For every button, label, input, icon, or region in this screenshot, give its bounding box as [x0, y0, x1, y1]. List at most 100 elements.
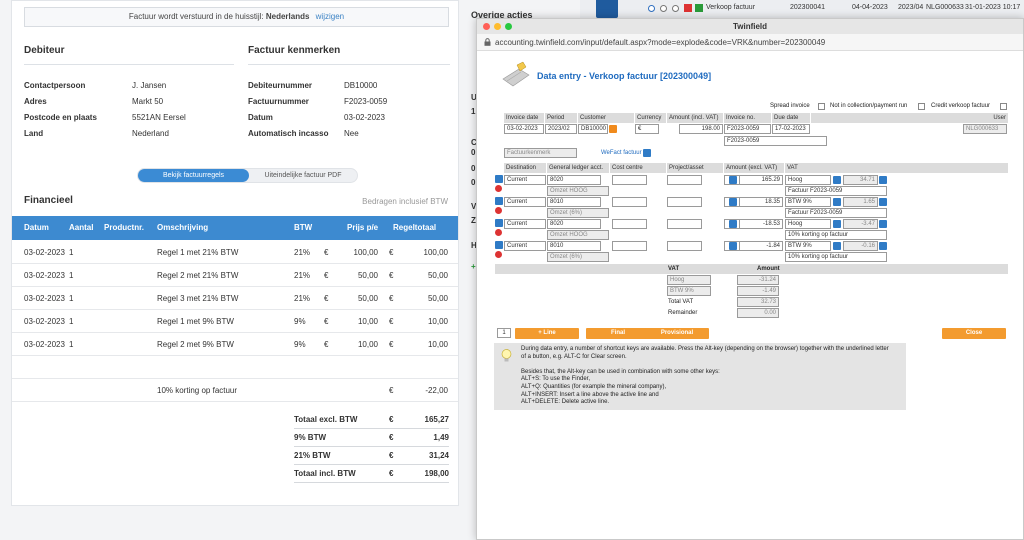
destination-select[interactable]: Current	[504, 197, 546, 207]
gl-account-desc: Omzet HOOG	[547, 186, 609, 196]
total-row: 21% BTW €31,24	[294, 447, 449, 465]
destination-select[interactable]: Current	[504, 241, 546, 251]
vat-edit-icon[interactable]	[879, 176, 887, 184]
vat-lookup-icon[interactable]	[833, 198, 841, 206]
gl-account-input[interactable]: 8020	[547, 175, 601, 185]
amount-calc-icon[interactable]	[729, 198, 737, 206]
vat-lookup-icon[interactable]	[833, 176, 841, 184]
row-aantal: 1	[69, 317, 74, 326]
row-aantal: 1	[69, 294, 74, 303]
cost-centre-input[interactable]	[612, 175, 647, 185]
vat-select[interactable]: BTW 9%	[785, 241, 831, 251]
spread-invoice-checkbox[interactable]	[818, 103, 825, 110]
total-vat-amount: 32.73	[737, 297, 779, 307]
radio-icon[interactable]	[672, 5, 679, 12]
vat-lookup-icon[interactable]	[833, 242, 841, 250]
row-omschrijving: Regel 2 met 9% BTW	[157, 340, 234, 349]
line-delete-icon[interactable]	[495, 207, 502, 214]
vat-edit-icon[interactable]	[879, 220, 887, 228]
amount-calc-icon[interactable]	[729, 242, 737, 250]
cost-centre-input[interactable]	[612, 219, 647, 229]
kenmerk-key: Datum	[248, 113, 273, 122]
project-input[interactable]	[667, 197, 702, 207]
line-delete-icon[interactable]	[495, 251, 502, 258]
change-country-link[interactable]: wijzigen	[315, 12, 345, 21]
provisional-button[interactable]: Provisional	[645, 328, 709, 339]
line-edit-icon[interactable]	[495, 241, 503, 249]
credit-invoice-checkbox[interactable]	[1000, 103, 1007, 110]
line-edit-icon[interactable]	[495, 175, 503, 183]
gl-account-input[interactable]: 8010	[547, 197, 601, 207]
amount-incl-input[interactable]: 198.00	[679, 124, 723, 134]
side-action-fragment: U	[471, 93, 477, 102]
gl-account-input[interactable]: 8020	[547, 219, 601, 229]
line-description-input[interactable]: Factuur F2023-0059	[785, 186, 887, 196]
view-pdf-button[interactable]: Uiteindelijke factuur PDF	[264, 172, 342, 179]
period-input[interactable]: 2023/02	[545, 124, 577, 134]
project-input[interactable]	[667, 219, 702, 229]
invoice-date-input[interactable]: 03-02-2023	[504, 124, 544, 134]
radio-icon[interactable]	[660, 5, 667, 12]
row-totaal: 50,00	[427, 271, 448, 280]
close-button[interactable]: Close	[942, 328, 1006, 339]
radio-icon[interactable]	[648, 5, 655, 12]
row-type: Verkoop factuur	[706, 4, 756, 11]
not-in-collection-checkbox[interactable]	[918, 103, 925, 110]
vat-select[interactable]: Hoog	[785, 175, 831, 185]
invoice-description-input[interactable]: F2023-0059	[724, 136, 827, 146]
gl-account-desc: Omzet (6%)	[547, 252, 609, 262]
project-input[interactable]	[667, 241, 702, 251]
row-cur2: €	[389, 317, 394, 326]
project-input[interactable]	[667, 175, 702, 185]
vat-select[interactable]: BTW 9%	[785, 197, 831, 207]
vat-edit-icon[interactable]	[879, 242, 887, 250]
label-customer: Customer	[578, 113, 634, 123]
add-line-button[interactable]: + Line	[515, 328, 579, 339]
customer-lookup-icon[interactable]	[609, 125, 617, 133]
row-date: 04-04-2023	[852, 4, 888, 11]
cost-centre-input[interactable]	[612, 197, 647, 207]
line-description-input[interactable]: 10% korting op factuur	[785, 252, 887, 262]
amount-calc-icon[interactable]	[729, 220, 737, 228]
final-button[interactable]: Final	[586, 328, 650, 339]
customer-input[interactable]: DB10000	[578, 124, 608, 134]
line-description-input[interactable]: Factuur F2023-0059	[785, 208, 887, 218]
line-description-input[interactable]: 10% korting op factuur	[785, 230, 887, 240]
line-edit-icon[interactable]	[495, 197, 503, 205]
address-bar[interactable]: accounting.twinfield.com/input/default.a…	[477, 34, 1023, 51]
amount-excl-input[interactable]: 18.35	[739, 197, 783, 207]
gl-account-input[interactable]: 8010	[547, 241, 601, 251]
row-btw: 9%	[294, 317, 306, 326]
amount-excl-input[interactable]: 165.29	[739, 175, 783, 185]
view-lines-button[interactable]: Bekijk factuurregels	[138, 169, 249, 182]
wefact-link[interactable]: WeFact factuur	[601, 150, 642, 156]
row-prijs: 50,00	[357, 294, 378, 303]
amount-calc-icon[interactable]	[729, 176, 737, 184]
col-omschrijving: Omschrijving	[157, 223, 209, 232]
due-date-input[interactable]: 17-02-2023	[772, 124, 810, 134]
currency-select[interactable]: €	[635, 124, 659, 134]
page-number-input[interactable]: 1	[497, 328, 511, 338]
amount-col-label: Amount	[757, 266, 780, 272]
minimize-window-icon[interactable]	[494, 23, 501, 30]
vat-select[interactable]: Hoog	[785, 219, 831, 229]
factuurkenmerk-input[interactable]: Factuurkenmerk	[504, 148, 577, 158]
vat-lookup-icon[interactable]	[833, 220, 841, 228]
maximize-window-icon[interactable]	[505, 23, 512, 30]
spread-invoice-label: Spread invoice	[770, 103, 810, 109]
invoice-no-input[interactable]: F2023-0059	[724, 124, 771, 134]
line-delete-icon[interactable]	[495, 229, 502, 236]
line-edit-icon[interactable]	[495, 219, 503, 227]
debiteur-key: Contactpersoon	[24, 81, 86, 90]
amount-excl-input[interactable]: -1.84	[739, 241, 783, 251]
wefact-icon[interactable]	[643, 149, 651, 157]
row-cur1: €	[324, 317, 329, 326]
cost-centre-input[interactable]	[612, 241, 647, 251]
amount-excl-input[interactable]: -18.53	[739, 219, 783, 229]
row-prijs: 100,00	[353, 248, 378, 257]
destination-select[interactable]: Current	[504, 175, 546, 185]
destination-select[interactable]: Current	[504, 219, 546, 229]
line-delete-icon[interactable]	[495, 185, 502, 192]
vat-edit-icon[interactable]	[879, 198, 887, 206]
close-window-icon[interactable]	[483, 23, 490, 30]
